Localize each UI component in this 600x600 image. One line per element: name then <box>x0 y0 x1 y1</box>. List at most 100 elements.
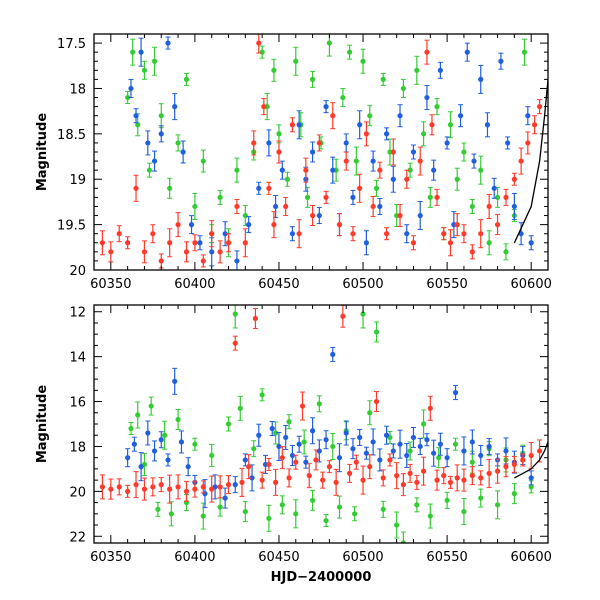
data-point <box>309 76 316 82</box>
data-point <box>434 477 440 483</box>
data-point <box>125 488 131 494</box>
data-point <box>185 464 191 470</box>
data-point <box>266 140 272 146</box>
data-point <box>469 473 475 479</box>
data-point <box>145 430 151 436</box>
data-point <box>234 167 240 173</box>
data-point <box>373 185 380 191</box>
data-point <box>150 231 156 237</box>
data-point <box>217 504 223 510</box>
data-point <box>172 104 178 110</box>
data-point <box>461 149 467 155</box>
x-tick-label: 60600 <box>511 550 552 565</box>
data-point <box>503 249 509 255</box>
data-point <box>444 140 450 146</box>
data-point <box>427 194 433 200</box>
x-tick-label: 60550 <box>426 277 467 292</box>
data-point <box>289 122 296 128</box>
data-point <box>437 67 443 73</box>
data-point <box>461 508 467 515</box>
data-point <box>431 450 437 456</box>
data-point <box>357 434 363 441</box>
data-point <box>133 185 139 191</box>
data-point <box>340 94 346 101</box>
data-point <box>383 432 390 438</box>
data-point <box>256 40 262 46</box>
data-point <box>175 484 181 490</box>
data-point <box>323 437 329 443</box>
data-point <box>373 398 380 405</box>
data-point <box>279 502 285 508</box>
x-tick-label: 60450 <box>258 550 299 565</box>
y-tick-label: 12 <box>69 306 86 321</box>
data-point <box>269 425 275 432</box>
data-point <box>383 231 390 237</box>
data-point <box>486 240 492 246</box>
data-point <box>256 432 262 438</box>
data-point <box>200 258 206 264</box>
data-point <box>150 484 156 490</box>
x-tick-label: 60400 <box>174 550 215 565</box>
data-point <box>316 448 322 454</box>
data-point <box>494 468 501 474</box>
data-point <box>234 258 240 264</box>
data-point <box>447 240 454 246</box>
data-point <box>323 194 329 200</box>
data-point <box>343 158 349 164</box>
data-point <box>237 405 243 411</box>
data-point <box>289 231 296 237</box>
data-point <box>478 231 484 237</box>
data-point <box>167 240 173 246</box>
data-point <box>429 122 435 128</box>
series-1 <box>128 36 534 270</box>
data-point <box>397 113 403 119</box>
data-point <box>346 470 353 476</box>
data-point <box>279 167 285 173</box>
data-point <box>441 473 447 479</box>
data-point <box>251 446 257 452</box>
data-point <box>367 410 373 416</box>
data-point <box>343 140 349 146</box>
data-point <box>397 212 403 219</box>
data-point <box>251 140 257 146</box>
data-point <box>380 506 386 512</box>
data-point <box>367 464 373 470</box>
plot-area <box>99 305 548 543</box>
data-point <box>333 479 339 485</box>
y-axis-title: Magnitude <box>35 385 50 464</box>
y-tick-label: 18.5 <box>57 128 86 143</box>
data-point <box>296 231 302 237</box>
data-point <box>404 452 410 459</box>
data-point <box>316 140 322 146</box>
data-point <box>447 479 454 485</box>
series-0 <box>125 34 528 261</box>
y-tick-label: 20 <box>69 485 86 500</box>
data-point <box>431 167 437 173</box>
data-point <box>172 378 178 384</box>
data-point <box>175 416 181 423</box>
data-point <box>273 430 279 436</box>
data-point <box>336 222 343 228</box>
data-point <box>407 470 413 476</box>
y-axis-title: Magnitude <box>35 113 50 192</box>
data-point <box>353 158 359 164</box>
data-point <box>454 475 460 481</box>
data-point <box>192 240 198 246</box>
data-point <box>360 477 366 483</box>
data-point <box>309 497 316 503</box>
data-point <box>478 495 484 501</box>
data-point <box>304 194 311 200</box>
data-point <box>383 131 390 137</box>
data-point <box>284 176 290 182</box>
data-point <box>478 167 484 173</box>
data-point <box>158 258 164 264</box>
data-point <box>380 76 386 82</box>
data-point <box>259 477 265 483</box>
data-point <box>525 113 531 119</box>
data-point <box>183 249 190 255</box>
data-point <box>494 222 501 228</box>
data-point <box>151 448 158 454</box>
data-point <box>133 482 139 488</box>
data-point <box>222 495 228 501</box>
